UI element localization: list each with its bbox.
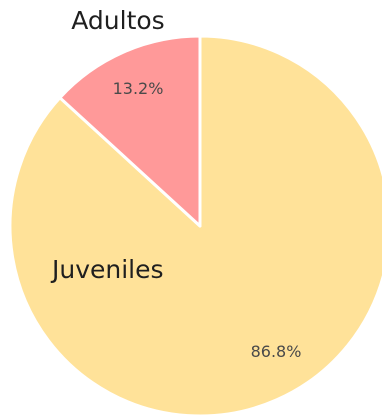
slice-category-label-juveniles: Juveniles	[50, 255, 164, 284]
slice-category-label-adultos: Adultos	[71, 6, 164, 35]
pie-slices	[8, 34, 382, 417]
slice-value-label-adultos: 13.2%	[113, 79, 164, 98]
pie-labels: Juveniles 86.8% Adultos 13.2%	[50, 6, 301, 361]
pie-slice-juveniles	[8, 34, 382, 417]
slice-value-label-juveniles: 86.8%	[251, 342, 302, 361]
pie-slice-adultos	[58, 34, 202, 228]
